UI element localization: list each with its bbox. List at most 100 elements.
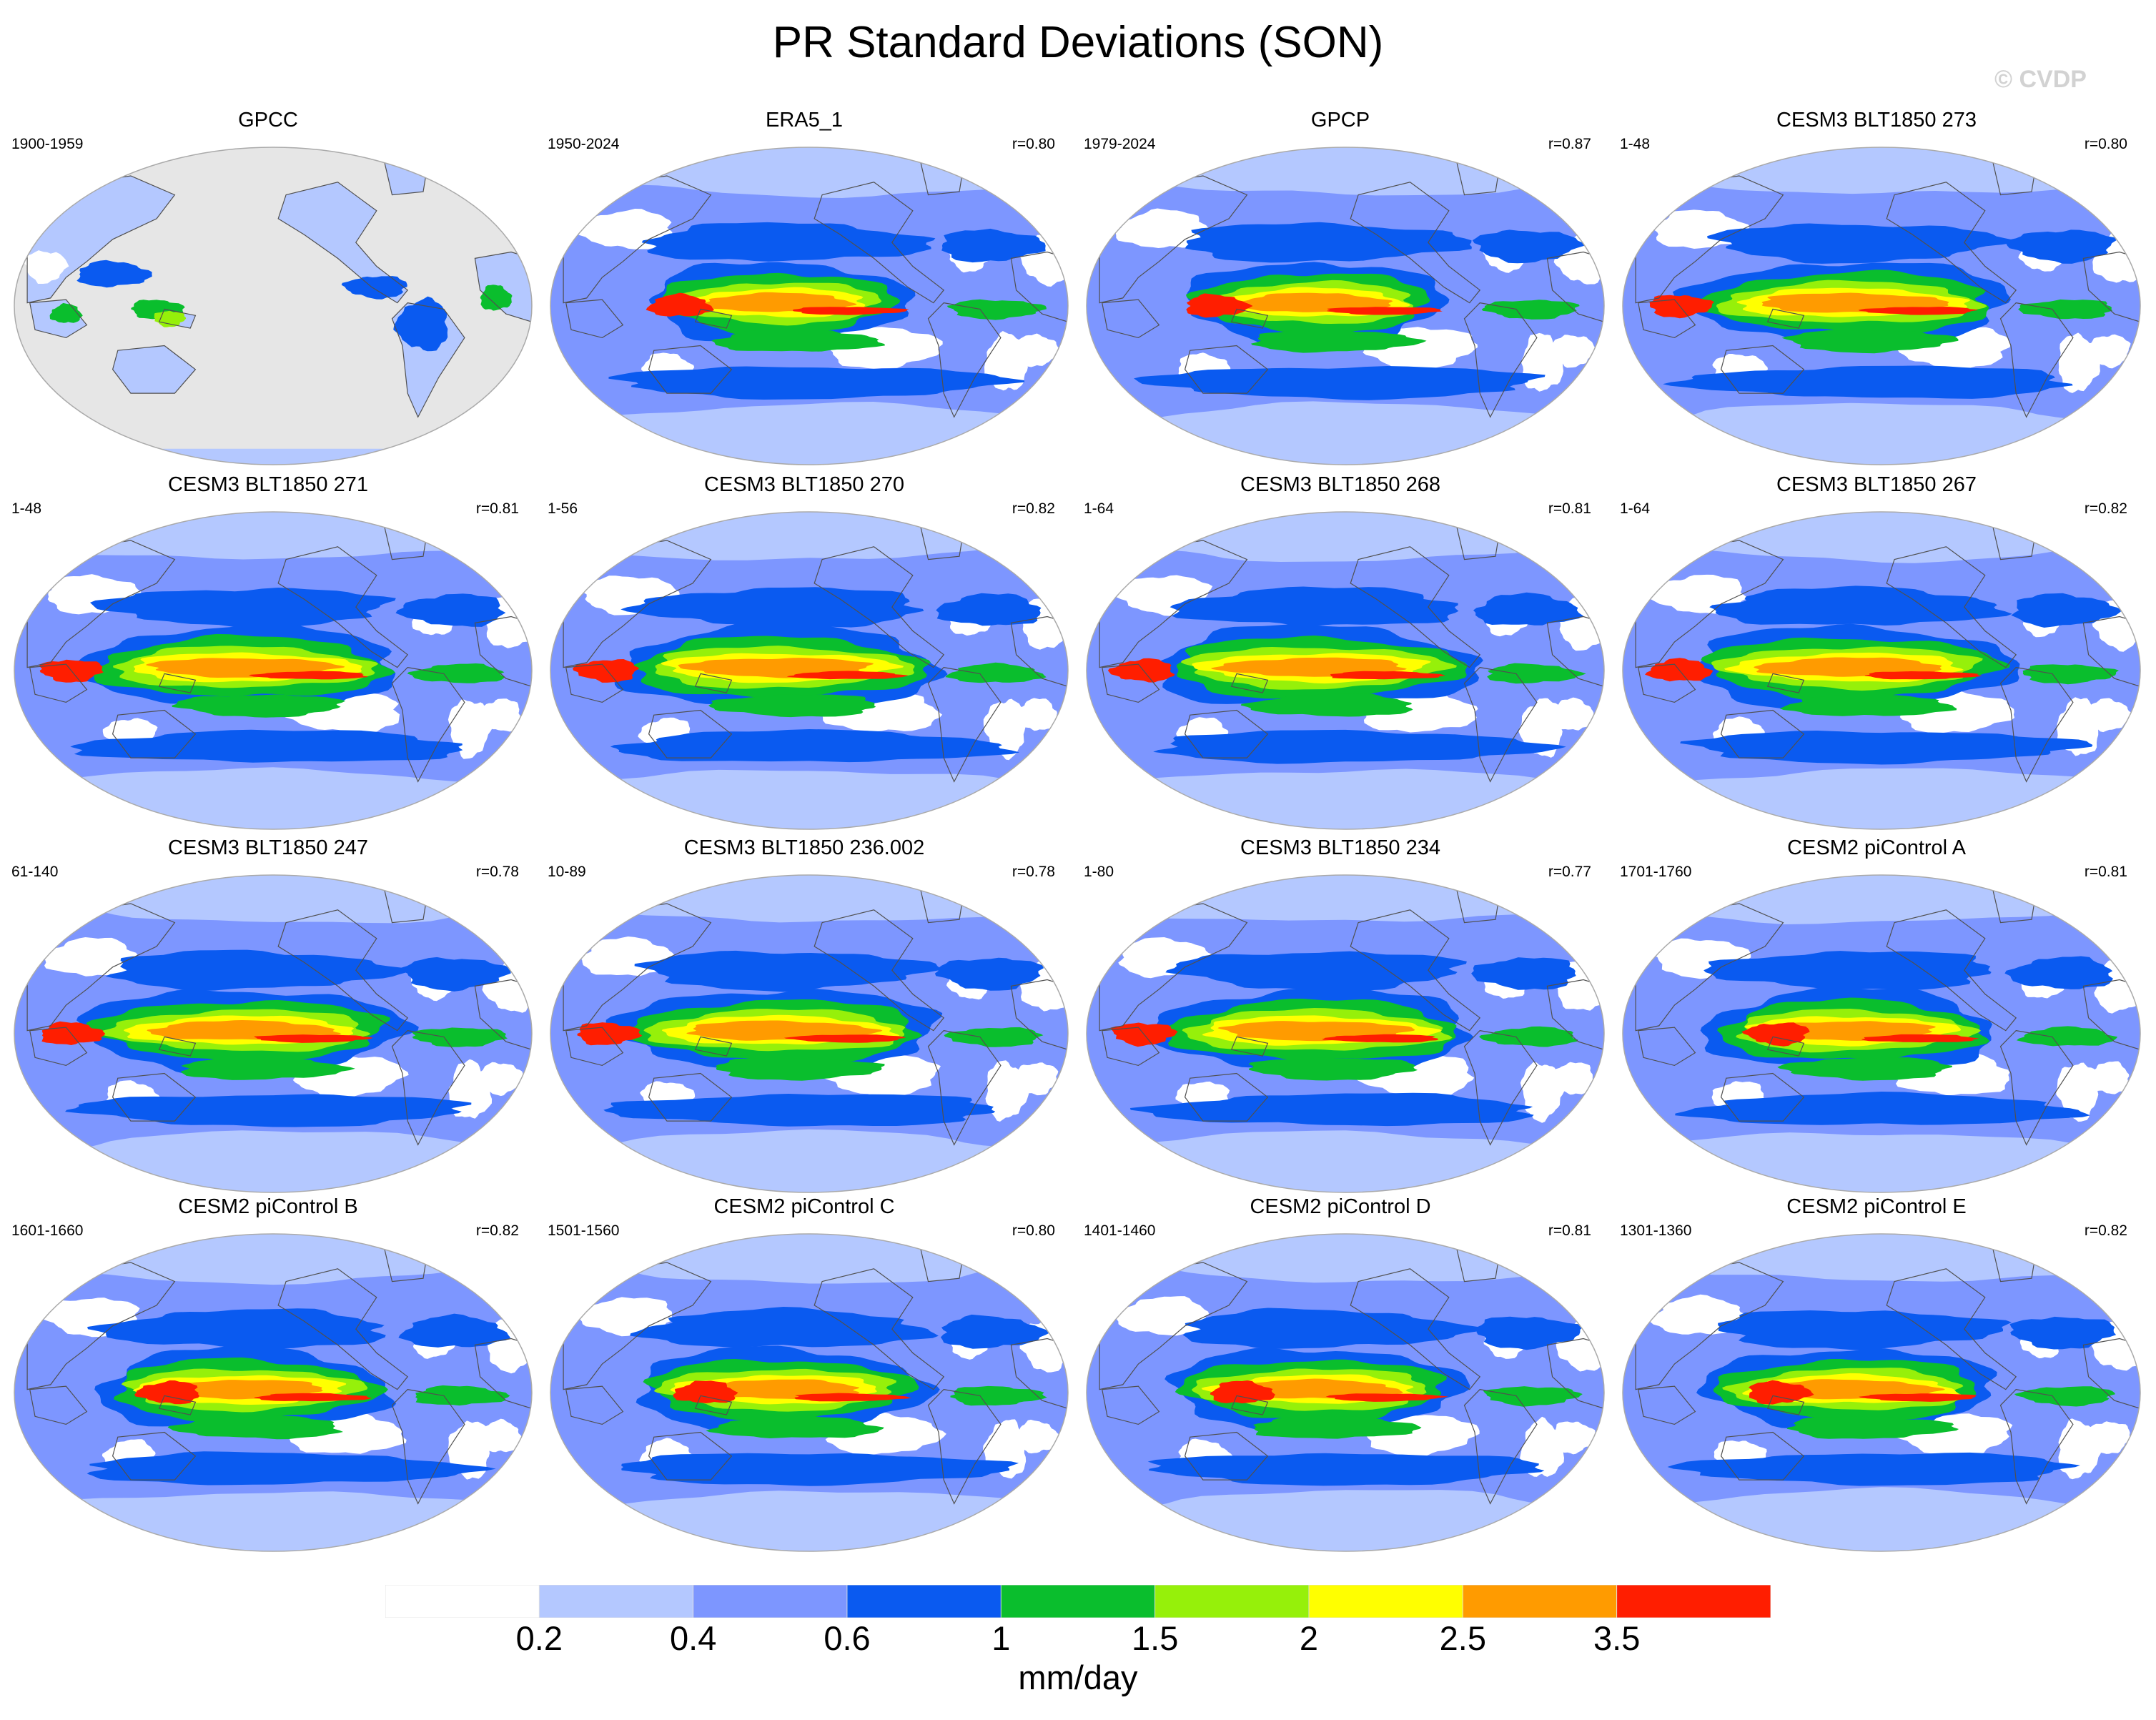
tropical-precip-band: [701, 292, 857, 312]
coastlines: [26, 1236, 532, 1505]
map-panel: CESM2 piControl E 1301-1360 r=0.82: [1608, 1194, 2145, 1556]
land-precip-field: [475, 252, 532, 322]
map-panel: CESM3 BLT1850 273 1-48 r=0.80: [1608, 107, 2145, 469]
panel-years-label: 1-48: [11, 500, 42, 517]
panel-correlation-label: r=0.77: [1548, 864, 1591, 880]
map-border: [1622, 511, 2141, 830]
coastlines: [563, 514, 1068, 783]
precip-std-map: [1086, 874, 1605, 1193]
colorbar-tick-labels: 0.2 0.4 0.6 1 1.5 2 2.5 3.5: [0, 1619, 2156, 1662]
dry-region: [1520, 1416, 1564, 1477]
panel-correlation-label: r=0.78: [475, 864, 519, 880]
precip-maximum-core: [1741, 1022, 1810, 1047]
panel-title: CESM2 piControl D: [1250, 1195, 1431, 1218]
dry-region: [1017, 333, 1059, 367]
map-fill: [550, 875, 1068, 1192]
precip-std-map: [14, 511, 533, 830]
map-panel: CESM3 BLT1850 247 61-140 r=0.78: [0, 835, 536, 1197]
colorbar-swatch: [693, 1585, 848, 1618]
colorbar-tick-label: 1.5: [1132, 1619, 1179, 1657]
panel-correlation-label: r=0.81: [475, 500, 519, 517]
map-panel: CESM3 BLT1850 267 1-64 r=0.82: [1608, 472, 2145, 834]
dry-region: [1017, 1419, 1061, 1454]
precip-maximum-core: [1210, 1380, 1275, 1404]
panel-correlation-label: r=0.82: [475, 1222, 519, 1239]
precip-std-map: [1086, 147, 1605, 465]
cvdp-watermark: © CVDP: [1994, 66, 2087, 93]
map-fill: [1623, 147, 2140, 465]
colorbar-units-label: mm/day: [1018, 1659, 1138, 1696]
map-fill: [1623, 1234, 2140, 1551]
panel-title: CESM2 piControl E: [1786, 1195, 1967, 1218]
coastlines: [1099, 149, 1604, 418]
precip-maximum-core: [1107, 658, 1175, 683]
map-fill: [1087, 1234, 1604, 1551]
precip-std-map: [1622, 874, 2141, 1193]
map-fill: [550, 512, 1068, 829]
map-border: [1086, 874, 1605, 1193]
colorbar-tick-label: 0.4: [670, 1619, 717, 1657]
panel-years-label: 1301-1360: [1620, 1222, 1692, 1239]
map-border: [1622, 147, 2141, 465]
panel-title: CESM2 piControl C: [713, 1195, 895, 1218]
precip-std-map: [550, 1233, 1069, 1552]
map-border: [14, 1233, 533, 1552]
land-precip-field: [112, 345, 196, 394]
coastlines: [1635, 514, 2140, 783]
panel-title: CESM2 piControl A: [1787, 836, 1966, 859]
coastlines: [26, 514, 532, 783]
panel-title: CESM3 BLT1850 270: [704, 473, 904, 496]
map-fill: [550, 147, 1068, 465]
land-precip-blob: [49, 302, 83, 323]
land-precip-blob: [341, 276, 407, 300]
map-fill: [1623, 512, 2140, 829]
dry-region: [1551, 1062, 1593, 1095]
dry-region: [1553, 1421, 1596, 1455]
coastlines: [563, 1236, 1068, 1505]
panel-years-label: 1-64: [1620, 500, 1651, 517]
map-fill: [14, 1234, 532, 1551]
colorbar-swatch: [1308, 1585, 1463, 1618]
panel-correlation-label: r=0.81: [1548, 1222, 1591, 1239]
map-fill: [14, 147, 532, 465]
panel-years-label: 1-48: [1620, 136, 1651, 152]
map-border: [550, 511, 1069, 830]
panel-years-label: 1501-1560: [548, 1222, 620, 1239]
coastlines: [26, 877, 532, 1146]
panel-title: GPCP: [1310, 109, 1370, 132]
coastlines: [1099, 1236, 1604, 1505]
map-fill: [1087, 875, 1604, 1192]
map-fill: [1623, 875, 2140, 1192]
colorbar-tick-label: 2: [1299, 1619, 1319, 1657]
precip-std-map: [1086, 1233, 1605, 1552]
coastlines: [1099, 877, 1604, 1146]
map-panel: CESM3 BLT1850 268 1-64 r=0.81: [1072, 472, 1608, 834]
map-panel: CESM3 BLT1850 270 1-56 r=0.82: [536, 472, 1072, 834]
colorbar-swatch: [1154, 1585, 1310, 1618]
panel-title: CESM3 BLT1850 236.002: [683, 836, 925, 859]
tropical-precip-band: [1240, 292, 1393, 312]
colorbar-swatch: [846, 1585, 1002, 1618]
figure-title: PR Standard Deviations (SON): [772, 18, 1384, 67]
dry-region: [1551, 335, 1596, 368]
dry-region: [575, 209, 673, 249]
missing-data-area: [14, 147, 532, 465]
panel-title: CESM3 BLT1850 247: [168, 836, 368, 859]
map-border: [1086, 511, 1605, 830]
panel-title: ERA5_1: [765, 109, 843, 132]
precip-maximum-core: [1649, 295, 1714, 319]
colorbar-tick-label: 3.5: [1593, 1619, 1641, 1657]
precip-std-map: [1622, 511, 2141, 830]
map-panel: CESM3 BLT1850 271 1-48 r=0.81: [0, 472, 536, 834]
panel-correlation-label: r=0.81: [2084, 864, 2127, 880]
map-fill: [14, 512, 532, 829]
precip-std-map: [550, 511, 1069, 830]
panel-years-label: 1-64: [1084, 500, 1114, 517]
precip-maximum-core: [1749, 1380, 1814, 1405]
map-panel: CESM2 piControl A 1701-1760 r=0.81: [1608, 835, 2145, 1197]
panel-years-label: 1701-1760: [1620, 864, 1692, 880]
panel-correlation-label: r=0.80: [2084, 136, 2127, 152]
panel-years-label: 1-56: [548, 500, 578, 517]
precip-std-map: [1622, 1233, 2141, 1552]
precip-std-map: [1086, 511, 1605, 830]
